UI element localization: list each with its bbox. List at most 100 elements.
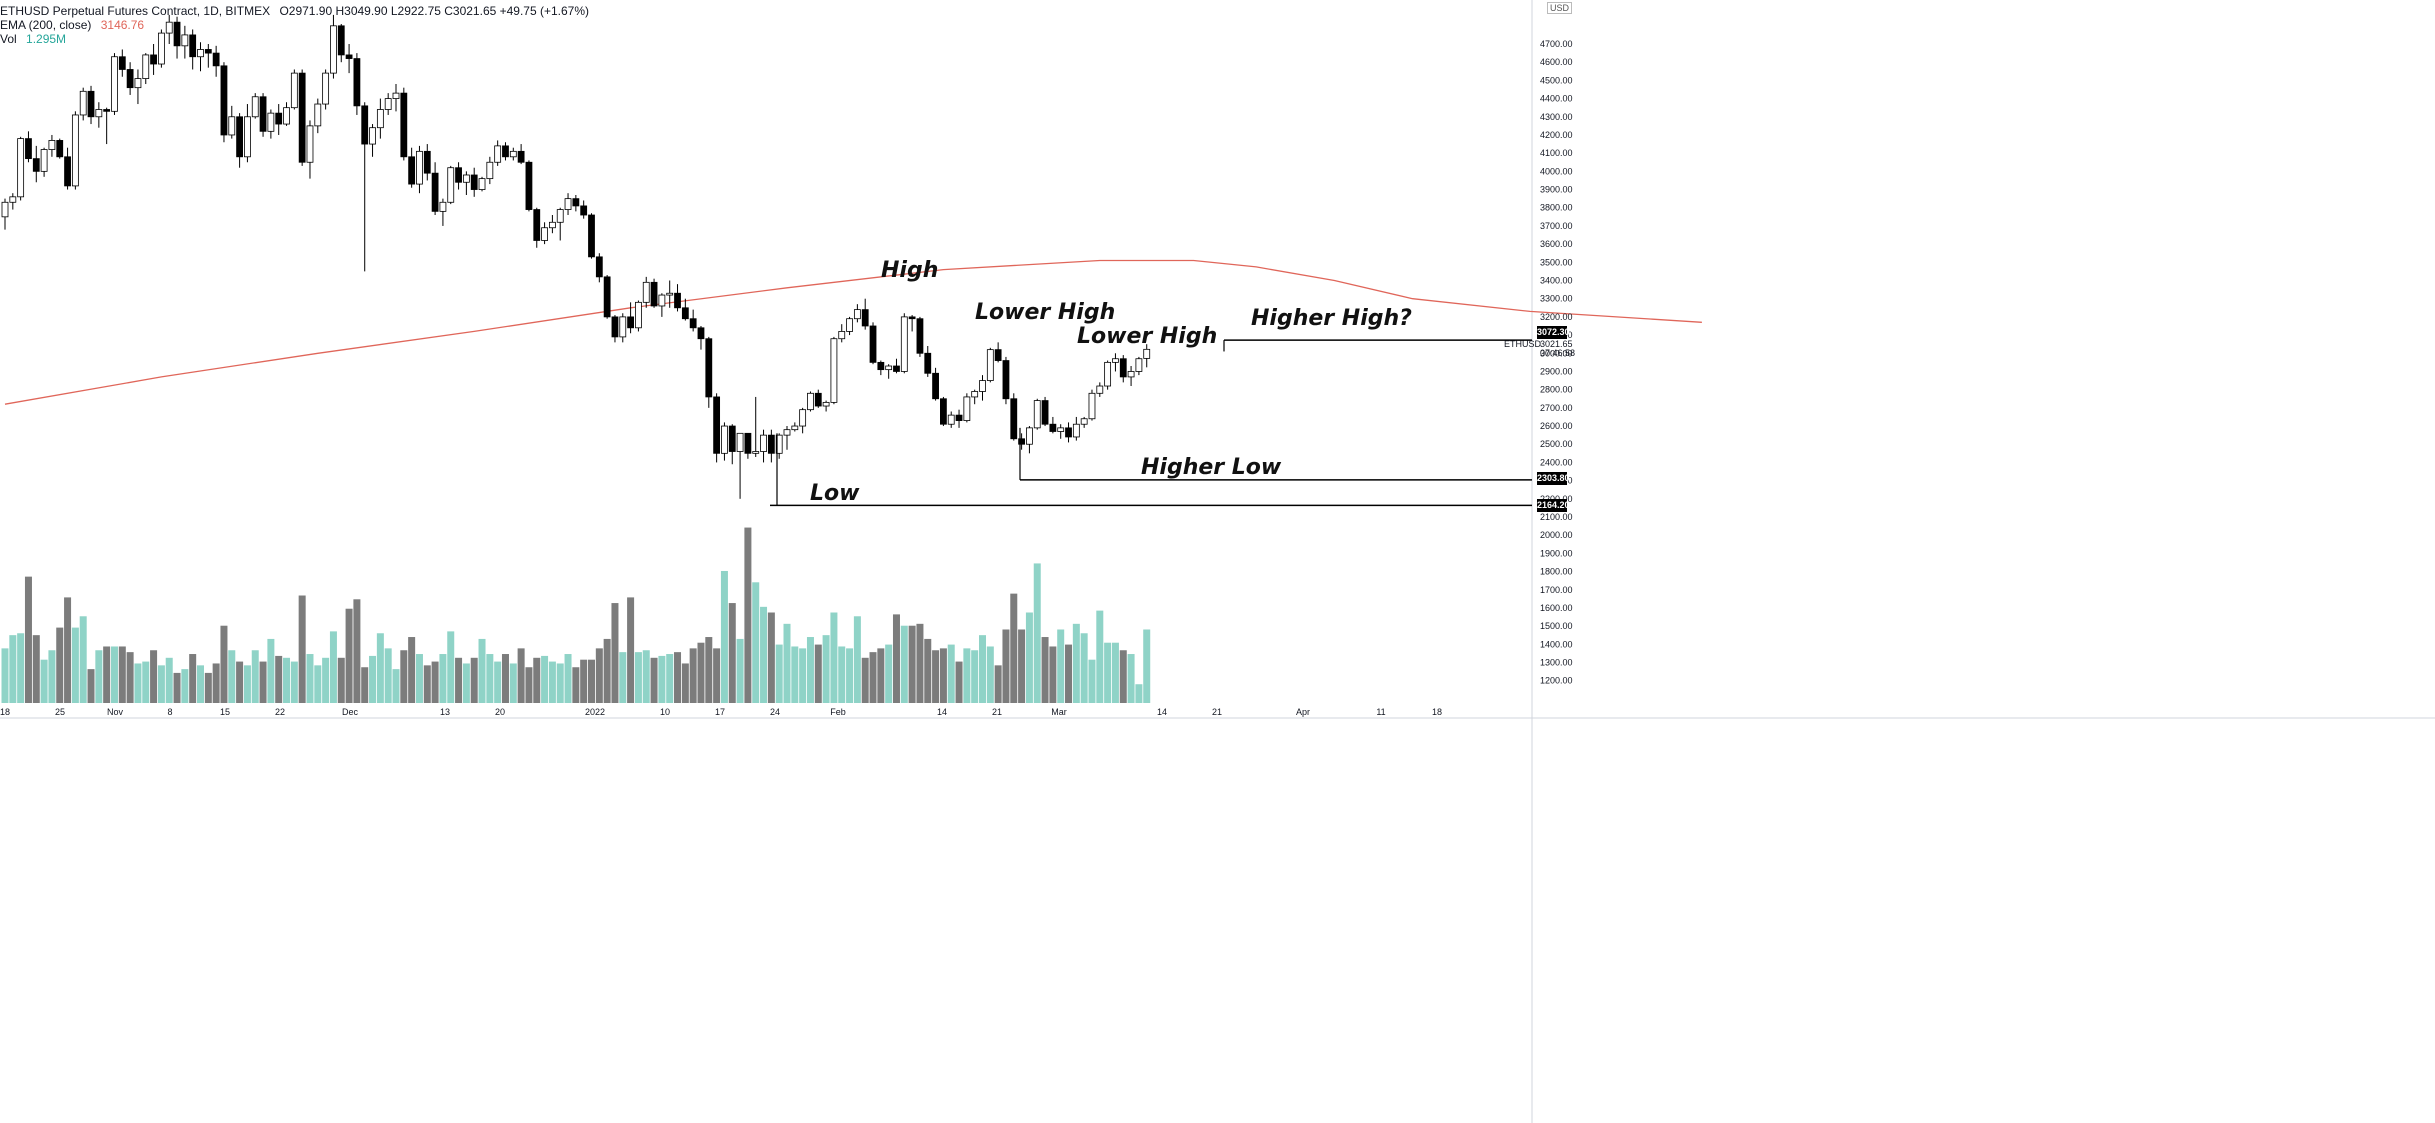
candle-body (885, 365, 893, 371)
time-axis: 18 25 Nov 8 15 22 Dec 13 20 2022 10 17 24 Feb 14 21 Mar 1… (0, 707, 1442, 717)
volume-bar (275, 655, 283, 703)
candle-body (157, 32, 165, 65)
ohlc-values: O2971.90 H3049.90 L2922.75 C3021.65 +49.… (279, 4, 590, 18)
candle-body (408, 156, 416, 185)
volume-bar (611, 603, 619, 703)
candle-body (134, 78, 142, 89)
candle-body (244, 116, 251, 158)
volume-bar (455, 657, 463, 703)
candle-body (760, 434, 767, 452)
volume-bar (1002, 629, 1010, 703)
volume-bar (1127, 654, 1135, 703)
candle-body (799, 409, 807, 427)
volume-bar (752, 582, 760, 703)
candle-body (1072, 423, 1080, 438)
bar-countdown: 07:46:58 (1540, 348, 1576, 358)
level-tag-2303: 2303.80 (1537, 472, 1570, 485)
candle-body (611, 316, 619, 338)
volume-bar (580, 659, 588, 703)
volume-bar (713, 648, 721, 703)
candle-body (314, 103, 322, 127)
candle-body (71, 114, 79, 187)
volume-bar (674, 652, 682, 703)
volume-bar (103, 646, 111, 703)
volume-bar (501, 654, 509, 703)
time-tick-label: 18 (0, 707, 10, 717)
time-tick-label: 18 (1432, 707, 1442, 717)
volume-bar (1033, 563, 1041, 703)
volume-bar (564, 654, 572, 703)
candle-body (1096, 385, 1104, 394)
candle-body (1080, 418, 1088, 425)
candle-body (916, 318, 924, 354)
price-tick-label: 1200.00 (1540, 676, 1573, 686)
candle-body (376, 109, 384, 129)
ema-row: EMA (200, close) 3146.76 (0, 18, 589, 32)
candle-body (900, 316, 908, 372)
candle-body (181, 34, 189, 47)
candle-body (869, 325, 877, 363)
candle-body (877, 361, 885, 371)
candle-body (861, 309, 869, 327)
volume-bar (533, 657, 541, 703)
candle-body (549, 221, 556, 229)
candle-body (447, 167, 455, 203)
volume-bar (243, 665, 251, 703)
volume-bar (932, 650, 940, 703)
candle-body (681, 307, 689, 320)
volume-layer (1, 527, 1151, 703)
volume-bar (150, 650, 158, 703)
annotation-higher-high: Higher High? (1251, 306, 1412, 331)
candle-body (337, 25, 345, 56)
volume-bar (720, 570, 728, 703)
annotation-high: High (881, 258, 939, 283)
time-tick-label: Feb (830, 707, 846, 717)
volume-bar (1080, 633, 1088, 703)
volume-bar (79, 616, 87, 703)
candle-body (416, 150, 423, 185)
volume-bar (1018, 629, 1026, 703)
ema-label: EMA (200, close) (0, 18, 92, 32)
volume-bar (1025, 612, 1033, 703)
time-tick-label: 21 (992, 707, 1002, 717)
candle-body (783, 429, 791, 436)
candle-body (908, 316, 916, 320)
candle-body (48, 140, 56, 150)
candle-body (345, 54, 353, 59)
candle-body (56, 140, 64, 158)
price-tick-label: 2400.00 (1540, 457, 1573, 467)
volume-bar (71, 627, 79, 703)
volume-bar (908, 625, 916, 703)
candle-body (846, 318, 853, 332)
candle-body (322, 72, 330, 105)
volume-bar (994, 665, 1002, 703)
candle-body (963, 396, 971, 421)
candle-body (64, 156, 71, 187)
candle-body (838, 331, 846, 340)
volume-bar (603, 638, 611, 703)
volume-bar (1143, 629, 1151, 703)
price-tick-label: 3700.00 (1540, 221, 1573, 231)
candle-body (666, 292, 674, 296)
volume-bar (783, 623, 791, 703)
candle-body (932, 372, 939, 400)
candle-body (1112, 358, 1119, 363)
currency-badge[interactable]: USD (1547, 2, 1573, 14)
price-tick-label: 3600.00 (1540, 239, 1573, 249)
candle-body (486, 161, 494, 180)
volume-bar (423, 665, 431, 703)
volume-bar (1072, 623, 1080, 703)
candle-body (103, 109, 111, 112)
candle-body (298, 72, 306, 163)
candle-body (259, 96, 267, 132)
time-tick-label: 8 (167, 707, 172, 717)
price-tick-label: 1900.00 (1540, 548, 1573, 558)
candle-body (126, 69, 134, 89)
annotation-low: Low (810, 481, 860, 506)
volume-bar (228, 650, 236, 703)
time-tick-label: Dec (342, 707, 359, 717)
candle-body (439, 201, 447, 212)
volume-bar (900, 625, 908, 703)
candle-body (1104, 361, 1112, 387)
